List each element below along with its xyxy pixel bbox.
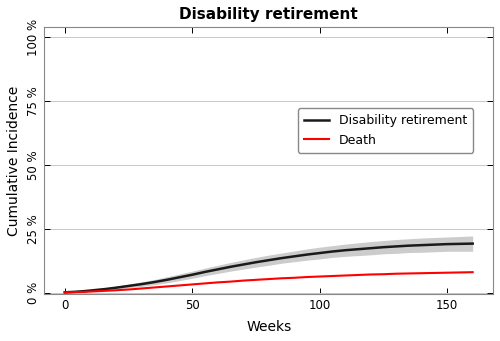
Disability retirement bbox=[380, 245, 386, 249]
Death bbox=[355, 273, 361, 277]
Disability retirement bbox=[176, 275, 182, 279]
Disability retirement bbox=[316, 251, 322, 255]
Death bbox=[151, 285, 157, 290]
Disability retirement bbox=[62, 290, 68, 294]
Death bbox=[330, 274, 336, 278]
Line: Death: Death bbox=[65, 272, 472, 292]
Death bbox=[444, 271, 450, 275]
Disability retirement bbox=[240, 263, 246, 267]
Disability retirement bbox=[102, 287, 108, 291]
Disability retirement bbox=[92, 288, 98, 292]
Disability retirement bbox=[202, 270, 208, 274]
Disability retirement bbox=[138, 282, 144, 286]
Death bbox=[240, 279, 246, 283]
Title: Disability retirement: Disability retirement bbox=[180, 7, 358, 22]
Disability retirement bbox=[112, 286, 118, 290]
Disability retirement bbox=[368, 246, 374, 250]
Death bbox=[253, 278, 259, 282]
Disability retirement bbox=[444, 242, 450, 246]
Disability retirement bbox=[393, 244, 399, 249]
Death bbox=[228, 280, 234, 284]
Death bbox=[82, 290, 88, 294]
Death bbox=[457, 270, 463, 275]
Death bbox=[214, 280, 220, 284]
Death bbox=[62, 290, 68, 294]
Death bbox=[112, 288, 118, 292]
Disability retirement bbox=[228, 265, 234, 269]
Death bbox=[176, 283, 182, 287]
Disability retirement bbox=[72, 290, 78, 294]
Death bbox=[380, 272, 386, 276]
Disability retirement bbox=[214, 267, 220, 271]
Disability retirement bbox=[189, 273, 195, 277]
Disability retirement bbox=[164, 278, 170, 282]
Death bbox=[418, 271, 424, 275]
Disability retirement bbox=[342, 248, 348, 252]
Disability retirement bbox=[291, 254, 297, 258]
Death bbox=[202, 281, 208, 285]
X-axis label: Weeks: Weeks bbox=[246, 320, 292, 334]
Disability retirement bbox=[432, 242, 438, 247]
Disability retirement bbox=[278, 256, 284, 260]
Death bbox=[342, 273, 348, 278]
Disability retirement bbox=[151, 280, 157, 284]
Disability retirement bbox=[470, 241, 476, 246]
Death bbox=[164, 284, 170, 288]
Death bbox=[393, 272, 399, 276]
Legend: Disability retirement, Death: Disability retirement, Death bbox=[298, 108, 474, 153]
Disability retirement bbox=[355, 247, 361, 251]
Death bbox=[126, 287, 132, 292]
Death bbox=[92, 289, 98, 293]
Death bbox=[138, 286, 144, 291]
Disability retirement bbox=[406, 243, 412, 248]
Disability retirement bbox=[457, 242, 463, 246]
Disability retirement bbox=[82, 289, 88, 293]
Death bbox=[470, 270, 476, 274]
Death bbox=[266, 277, 272, 281]
Death bbox=[72, 290, 78, 294]
Disability retirement bbox=[304, 253, 310, 257]
Death bbox=[304, 275, 310, 279]
Disability retirement bbox=[266, 258, 272, 262]
Death bbox=[316, 275, 322, 279]
Death bbox=[291, 276, 297, 280]
Death bbox=[432, 271, 438, 275]
Y-axis label: Cumulative Incidence: Cumulative Incidence bbox=[7, 86, 21, 236]
Death bbox=[406, 271, 412, 276]
Death bbox=[102, 289, 108, 293]
Disability retirement bbox=[330, 250, 336, 254]
Death bbox=[278, 276, 284, 280]
Disability retirement bbox=[126, 284, 132, 288]
Disability retirement bbox=[418, 243, 424, 247]
Line: Disability retirement: Disability retirement bbox=[65, 243, 472, 292]
Death bbox=[368, 272, 374, 277]
Disability retirement bbox=[253, 260, 259, 264]
Death bbox=[189, 282, 195, 286]
